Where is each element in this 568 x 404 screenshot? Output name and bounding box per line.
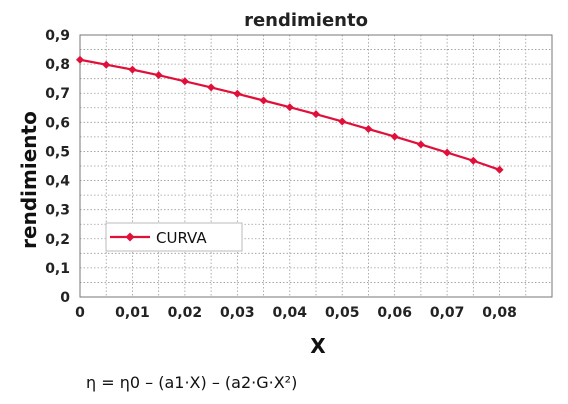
data-point <box>102 60 111 69</box>
x-tick-label: 0,05 <box>325 305 360 321</box>
legend: CURVA <box>105 222 243 252</box>
data-point <box>416 140 425 149</box>
y-tick-label: 0 <box>60 290 70 306</box>
x-tick-label: 0,04 <box>273 305 308 321</box>
data-point <box>495 165 504 174</box>
x-tick-label: 0,03 <box>220 305 255 321</box>
data-point <box>312 110 320 119</box>
data-point <box>207 83 216 92</box>
y-tick-label: 0,1 <box>45 261 70 277</box>
data-point <box>76 55 84 64</box>
y-tick-label: 0,2 <box>45 232 70 248</box>
x-tick-label: 0,07 <box>430 305 465 321</box>
y-tick-label: 0,6 <box>45 115 70 131</box>
data-point <box>443 148 452 157</box>
data-point <box>338 117 347 126</box>
chart-title: rendimiento <box>244 10 368 31</box>
data-point <box>390 132 399 141</box>
y-tick-label: 0,7 <box>45 86 70 102</box>
y-tick-label: 0,9 <box>45 28 70 44</box>
data-point <box>154 71 163 80</box>
y-tick-label: 0,3 <box>45 203 70 219</box>
x-tick-label: 0,01 <box>115 305 150 321</box>
series-group <box>76 55 504 174</box>
data-point <box>259 96 268 105</box>
data-point <box>233 89 242 98</box>
data-point <box>128 65 137 74</box>
data-point <box>364 125 373 134</box>
x-tick-label: 0 <box>75 305 85 321</box>
x-axis-title: X <box>310 334 326 358</box>
formula-text: η = η0 – (a1·X) – (a2·G·X²) <box>86 373 297 392</box>
y-tick-label: 0,5 <box>45 144 70 160</box>
legend-label: CURVA <box>156 229 207 247</box>
x-tick-label: 0,06 <box>377 305 412 321</box>
x-tick-label: 0,08 <box>482 305 517 321</box>
data-point <box>469 156 478 165</box>
series-line <box>79 58 500 171</box>
data-point <box>285 103 294 112</box>
y-tick-label: 0,8 <box>45 57 70 73</box>
data-point <box>180 77 189 86</box>
y-axis-title: rendimiento <box>17 111 41 249</box>
y-axis-ticks: 0 0,1 0,2 0,3 0,4 0,5 0,6 0,7 0,8 0,9 <box>45 28 70 306</box>
legend-marker-diamond <box>125 232 135 242</box>
x-axis-ticks: 0 0,01 0,02 0,03 0,04 0,05 0,06 0,07 0,08 <box>75 305 517 321</box>
x-tick-label: 0,02 <box>168 305 203 321</box>
y-tick-label: 0,4 <box>45 174 70 190</box>
plot-frame <box>79 34 553 298</box>
